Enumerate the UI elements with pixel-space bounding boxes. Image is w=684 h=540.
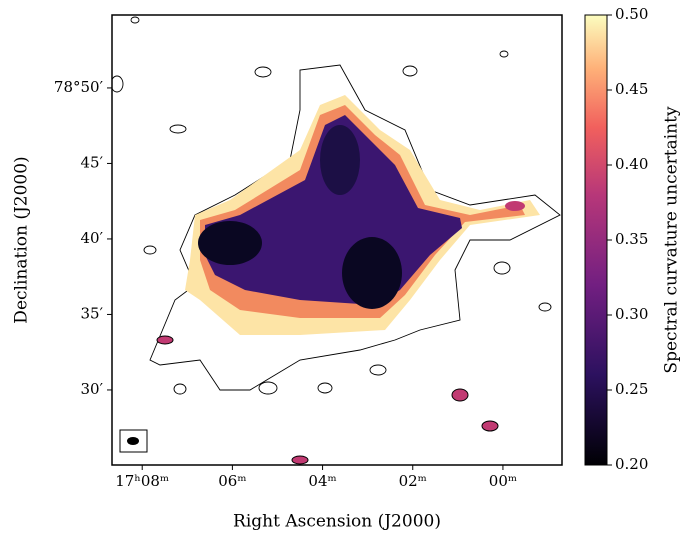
beam — [127, 437, 139, 445]
source — [493, 261, 511, 275]
source — [317, 382, 333, 394]
y-axis-label: Declination (J2000) — [12, 156, 32, 323]
colorbar-tick-label: 0.40 — [615, 155, 648, 173]
colorbar-tick-label: 0.45 — [615, 80, 648, 98]
colorbar-label: Spectral curvature uncertainty — [662, 106, 682, 374]
source — [291, 455, 309, 465]
x-tick-label: 17ʰ08ᵐ — [115, 472, 169, 490]
x-tick-label: 02ᵐ — [399, 472, 427, 490]
colorbar — [584, 14, 608, 466]
plot-frame — [111, 14, 563, 466]
x-tick-label: 04ᵐ — [308, 472, 336, 490]
source — [112, 75, 124, 93]
y-tick-label: 45′ — [81, 153, 104, 171]
x-axis-label: Right Ascension (J2000) — [233, 512, 441, 532]
colorbar-tick-label: 0.30 — [615, 305, 648, 323]
y-tick-label: 30′ — [81, 380, 104, 398]
x-tick-label: 06ᵐ — [218, 472, 246, 490]
source — [258, 381, 278, 395]
dark-region — [342, 237, 402, 309]
source — [254, 66, 272, 78]
y-tick-label: 40′ — [81, 229, 104, 247]
source — [481, 420, 499, 432]
y-tick-label: 35′ — [81, 304, 104, 322]
image — [112, 16, 561, 465]
source — [402, 65, 418, 77]
beam-box — [119, 429, 148, 453]
colorbar-tick-label: 0.25 — [615, 380, 648, 398]
dark-region — [198, 221, 262, 265]
outer-contour — [149, 64, 561, 391]
colorbar-tick-label: 0.20 — [615, 455, 648, 473]
source — [499, 50, 509, 58]
source — [505, 201, 525, 211]
source — [169, 124, 187, 134]
dark-region — [320, 125, 360, 195]
source — [538, 302, 552, 312]
source — [156, 335, 174, 345]
source — [130, 16, 140, 24]
y-tick-label: 78°50′ — [54, 78, 104, 96]
source — [369, 364, 387, 376]
source — [451, 388, 469, 402]
source — [173, 383, 187, 395]
colorbar-tick-label: 0.35 — [615, 230, 648, 248]
source — [143, 245, 157, 255]
colorbar-tick-label: 0.50 — [615, 5, 648, 23]
x-tick-label: 00ᵐ — [489, 472, 517, 490]
